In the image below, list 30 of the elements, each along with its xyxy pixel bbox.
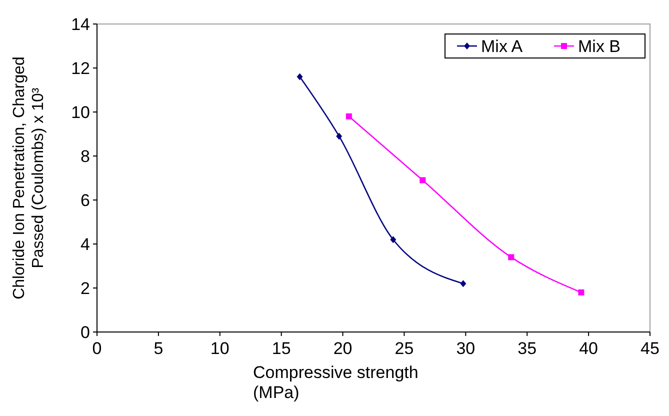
point [460,280,466,288]
x-axis-title: Compressive strength (MPa) [253,363,418,402]
x-tick-label: 30 [456,339,476,358]
y-tick-label: 0 [80,322,90,342]
legend-label: Mix B [578,36,620,56]
x-tick-label: 10 [210,339,230,358]
x-tick-label: 45 [640,339,660,358]
y-tick-label: 4 [80,234,90,254]
y-tick-label: 8 [80,146,90,166]
point [296,73,303,80]
point [420,177,426,184]
point [578,289,584,296]
y-tick-label: 6 [80,190,90,210]
x-tick-label: 40 [579,339,598,358]
point [346,113,352,120]
x-tick-label: 0 [92,339,102,358]
y-tick-label: 12 [71,58,90,78]
y-tick-label: 10 [71,102,90,122]
x-tick-label: 25 [394,339,414,358]
point [336,132,342,140]
x-tick-label: 35 [518,339,537,358]
point [390,236,396,244]
y-tick-label: 2 [80,278,90,298]
y-axis-title: Chloride Ion Penetration, Charged Passed (Coulombs) x 10³ [11,56,47,300]
y-tick-label: 14 [71,14,90,34]
legend-label: Mix A [481,36,524,56]
x-tick-label: 15 [272,339,291,358]
x-tick-label: 20 [333,339,352,358]
point [508,254,514,260]
x-tick-label: 5 [154,339,164,358]
